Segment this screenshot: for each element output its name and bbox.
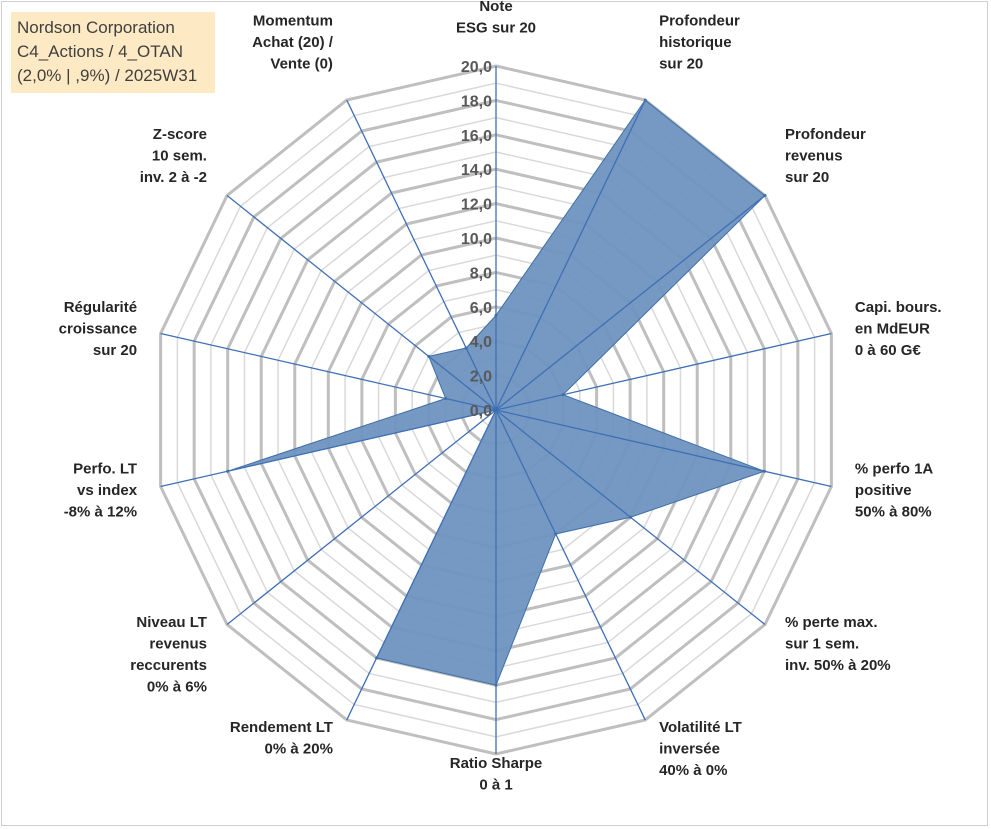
axis-label: Rendement LT 0% à 20% [230, 719, 333, 758]
title-period: (2,0% | ,9%) / 2025W31 [17, 66, 198, 85]
title-category: C4_Actions / 4_OTAN [17, 42, 183, 61]
data-point [494, 683, 498, 687]
data-point [494, 408, 498, 412]
axis-spoke [226, 409, 497, 625]
title-box: Nordson Corporation C4_Actions / 4_OTAN … [11, 12, 215, 93]
axis-spoke [160, 332, 497, 411]
tick-label: 4,0 [470, 334, 492, 351]
data-point [375, 656, 379, 660]
axis-spoke [226, 195, 497, 411]
axis-label: Volatilité LT inversée 40% à 0% [659, 719, 742, 779]
axis-spoke [495, 409, 646, 721]
data-point [561, 393, 565, 397]
data-point [226, 469, 230, 473]
tick-label: 12,0 [461, 197, 492, 214]
tick-label: 20,0 [461, 59, 492, 76]
tick-label: 10,0 [461, 231, 492, 248]
tick-label: 6,0 [470, 300, 492, 317]
axis-spoke [160, 409, 497, 488]
tick-label: 16,0 [461, 128, 492, 145]
axis-spoke [495, 332, 832, 411]
data-point [464, 346, 468, 350]
title-company: Nordson Corporation [17, 18, 175, 37]
axis-spoke [495, 195, 766, 411]
axis-label: Perfo. LT vs index -8% à 12% [64, 460, 138, 520]
axis-spoke [495, 99, 646, 411]
axis-label: % perte max. sur 1 sem. inv. 50% à 20% [785, 614, 891, 674]
axis-label: Niveau LT revenus reccurents 0% à 6% [130, 614, 207, 696]
axis-label: Ratio Sharpe 0 à 1 [450, 755, 543, 794]
data-point [763, 194, 767, 198]
tick-label: 0,0 [470, 403, 492, 420]
tick-label: 18,0 [461, 93, 492, 110]
axis-label: Profondeur revenus sur 20 [785, 126, 866, 186]
data-point [762, 469, 766, 473]
axis-label: Z-score 10 sem. inv. 2 à -2 [140, 126, 207, 186]
axis-label: Momentum Achat (20) / Vente (0) [252, 12, 334, 72]
axis-label: Note ESG sur 20 [456, 0, 536, 37]
data-point [444, 397, 448, 401]
data-point [554, 532, 558, 536]
data-point [427, 354, 431, 358]
tick-label: 2,0 [470, 369, 492, 386]
axis-spoke [346, 409, 497, 721]
tick-label: 14,0 [461, 162, 492, 179]
axis-spoke [495, 409, 832, 488]
axis-spoke [346, 99, 497, 411]
axis-label: Capi. bours. en MdEUR 0 à 60 G€ [855, 299, 942, 359]
data-point [628, 515, 632, 519]
data-point [494, 313, 498, 317]
axis-label: Profondeur historique sur 20 [659, 12, 740, 72]
axis-label: Régularité croissance sur 20 [59, 299, 137, 359]
tick-label: 8,0 [470, 265, 492, 282]
data-point [643, 98, 647, 102]
axis-label: % perfo 1A positive 50% à 80% [855, 460, 934, 520]
